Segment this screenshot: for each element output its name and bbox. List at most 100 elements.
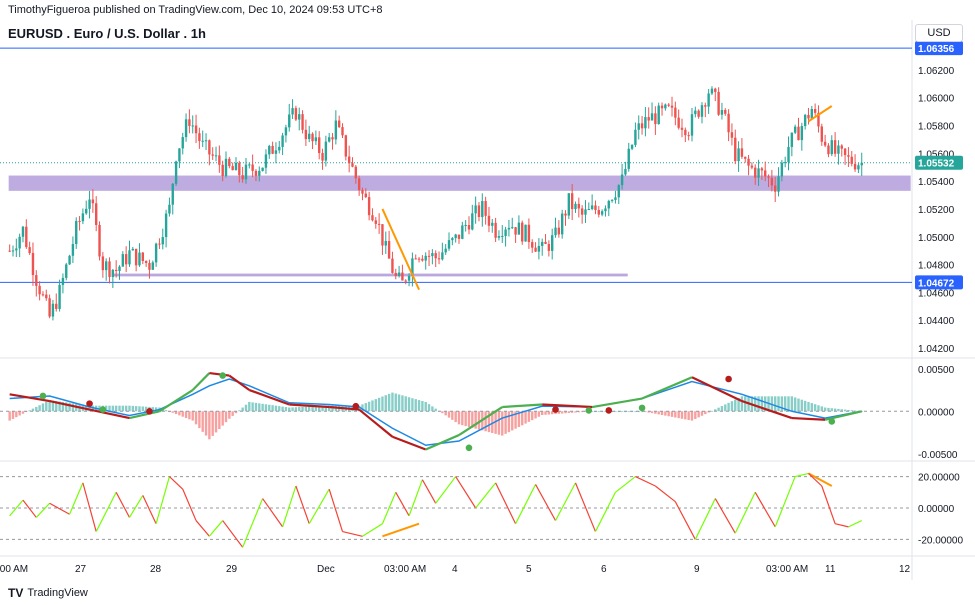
candle-body [251, 164, 254, 171]
macd-histogram-bar [138, 406, 141, 412]
time-tick-label: 03:00 AM [384, 564, 426, 575]
macd-histogram-bar [734, 399, 737, 412]
macd-histogram-bar [224, 411, 228, 423]
macd-histogram-bar [710, 410, 714, 412]
macd-histogram-bar [547, 411, 551, 415]
macd-histogram-bar [154, 407, 158, 412]
macd-histogram-bar [384, 395, 387, 412]
candle-body [521, 222, 524, 242]
macd-histogram-bar [254, 402, 258, 412]
macd-signal-segment [129, 410, 160, 420]
candle-body [184, 119, 188, 138]
candle-body [534, 247, 537, 252]
candle-body [550, 235, 554, 251]
macd-histogram-bar [667, 411, 670, 417]
macd-histogram-bar [357, 405, 361, 412]
candle-body [787, 146, 790, 163]
macd-histogram-bar [318, 406, 321, 412]
candle-body [434, 253, 437, 259]
candle-body [367, 197, 371, 216]
candle-body [224, 158, 228, 176]
macd-histogram-bar [264, 404, 268, 412]
macd-histogram-bar [411, 398, 414, 412]
oscillator-segment [554, 482, 577, 521]
macd-histogram-bar [773, 396, 777, 412]
macd-histogram-bar [221, 411, 224, 426]
macd-histogram-bar [717, 407, 720, 412]
candle-body [810, 109, 814, 119]
candle-body [397, 272, 401, 276]
macd-histogram-bar [231, 411, 234, 416]
candle-body [714, 88, 717, 92]
oscillator-segment [694, 498, 716, 540]
macd-histogram-bar [687, 411, 690, 420]
candle-body [790, 132, 794, 147]
candle-body [544, 241, 547, 244]
macd-signal-segment [228, 374, 250, 391]
candle-body [301, 114, 304, 130]
tradingview-logo[interactable]: TV TradingView [8, 586, 88, 600]
macd-histogram-bar [754, 396, 757, 412]
price-tick-label: 1.04400 [918, 316, 955, 327]
candle-body [680, 127, 684, 130]
candle-body [351, 163, 354, 167]
candle-body [344, 135, 348, 157]
candle-body [567, 193, 571, 216]
oscillator-segment [69, 482, 84, 515]
currency-button[interactable]: USD [915, 24, 963, 42]
candle-body [494, 222, 497, 238]
candle-body [667, 104, 670, 106]
candle-body [447, 240, 451, 249]
candle-body [404, 280, 407, 282]
candle-body [138, 252, 141, 266]
macd-histogram-bar [704, 411, 707, 415]
candle-body [461, 225, 464, 239]
candle-body [298, 114, 301, 120]
oscillator-segment [115, 492, 131, 518]
macd-histogram-bar [131, 405, 135, 412]
macd-signal-segment [425, 434, 460, 451]
candle-body [284, 127, 288, 136]
macd-histogram-bar [690, 411, 694, 421]
macd-histogram-bar [447, 411, 451, 418]
candle-body [477, 205, 481, 217]
macd-histogram-bar [560, 411, 564, 414]
candle-body [617, 185, 620, 198]
macd-histogram-bar [288, 407, 291, 412]
symbol-title[interactable]: EURUSD . Euro / U.S. Dollar . 1h [8, 26, 206, 41]
candle-body [331, 137, 334, 140]
macd-cross-point [605, 407, 613, 414]
macd-histogram-bar [291, 407, 294, 412]
candle-body [734, 137, 737, 162]
macd-histogram-bar [244, 404, 248, 412]
macd-signal-segment [392, 435, 427, 451]
candle-body [144, 260, 148, 263]
oscillator-segment [9, 499, 24, 517]
candles [8, 86, 863, 321]
candle-body [710, 88, 714, 94]
macd-histogram-bar [670, 411, 674, 417]
macd-histogram-bar [477, 411, 481, 430]
candle-body [817, 112, 820, 127]
macd-histogram-bar [647, 411, 650, 413]
time-tick-label: 4 [452, 564, 458, 575]
time-tick-label: 28 [150, 564, 162, 575]
oscillator-segment [282, 485, 297, 528]
oscillator-segment [155, 476, 171, 524]
candle-body [394, 272, 397, 276]
candle-body [624, 168, 627, 175]
candle-body [464, 224, 467, 226]
macd-histogram-bar [537, 411, 541, 417]
candle-body [121, 254, 125, 267]
macd-cross-point [39, 392, 47, 400]
candle-body [820, 126, 823, 142]
top-level-tag-bg [915, 41, 963, 56]
macd-histogram-bar [191, 411, 194, 421]
candle-body [347, 156, 351, 164]
candle-body [131, 248, 135, 251]
oscillator-segment [574, 482, 597, 532]
macd-histogram-bar [484, 411, 487, 432]
macd-histogram-bar [590, 411, 594, 413]
candle-body [507, 227, 511, 230]
